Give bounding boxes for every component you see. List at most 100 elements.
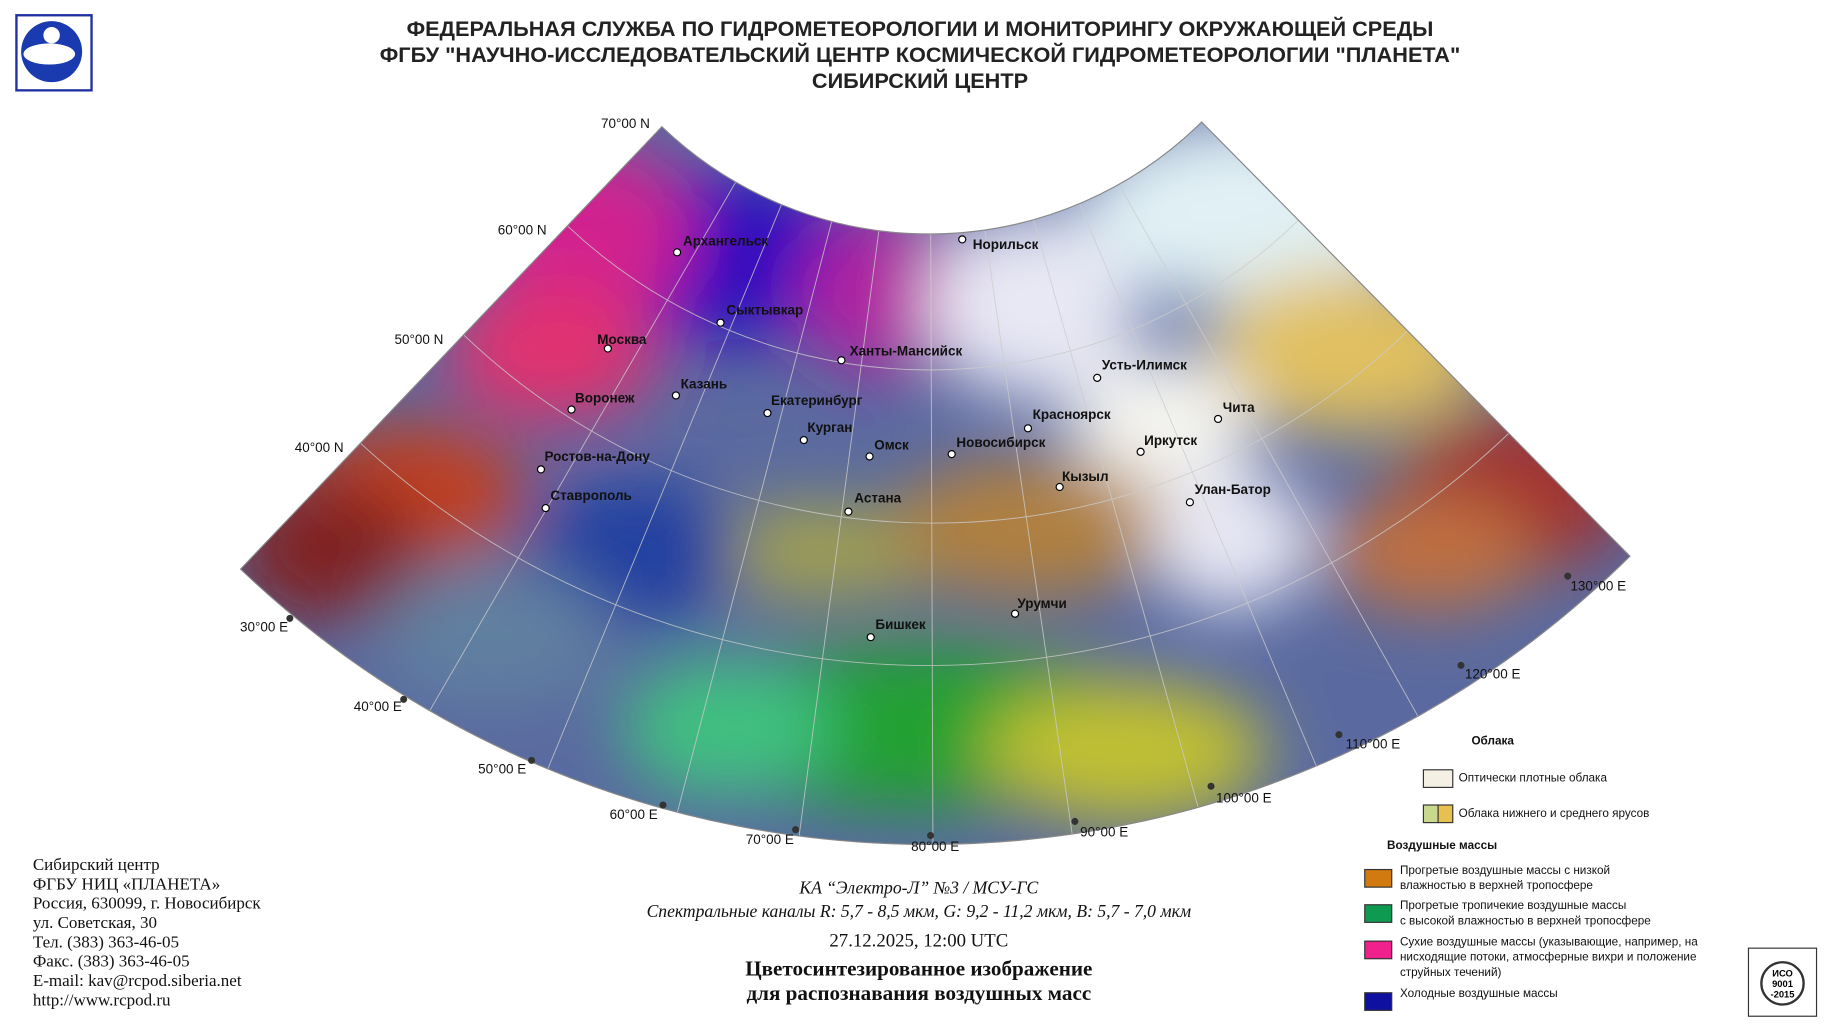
legend-swatch: [1422, 804, 1439, 824]
legend-title: Облака: [1471, 735, 1514, 748]
lat-label: 50°00 N: [394, 332, 443, 347]
lon-marker: [1071, 817, 1079, 825]
legend-label: Прогретые тропичекие воздушные массы: [1400, 899, 1626, 912]
iso-text: 9001: [1772, 979, 1793, 989]
contact-line: Сибирский центр: [33, 855, 160, 874]
caption-title: Цветосинтезированное изображение: [745, 956, 1092, 980]
city-label: Ханты-Мансийск: [850, 344, 963, 359]
legend-swatch: [1364, 940, 1393, 960]
city-marker: [541, 504, 550, 513]
iso-text: -2015: [1771, 990, 1795, 1000]
city-label: Иркутск: [1144, 433, 1197, 448]
city-marker: [1055, 482, 1064, 492]
city-label: Красноярск: [1033, 407, 1111, 422]
city-label: Улан-Батор: [1195, 482, 1271, 497]
contact-line: Тел. (383) 363-46-05: [33, 932, 179, 951]
city-marker: [799, 435, 808, 445]
city-marker: [1093, 373, 1102, 382]
legend-swatch: [1364, 992, 1393, 1011]
lon-marker: [528, 756, 536, 764]
lon-marker: [1207, 782, 1215, 790]
city-label: Урумчи: [1017, 596, 1066, 611]
contact-line: E-mail: kav@rcpod.siberia.net: [33, 971, 242, 990]
city-label: Усть-Илимск: [1102, 358, 1187, 373]
lon-marker: [1564, 572, 1572, 580]
city-label: Сыктывкар: [726, 303, 803, 318]
city-label: Чита: [1223, 400, 1255, 415]
city-label: Ростов-на-Дону: [544, 449, 650, 464]
city-marker: [947, 450, 956, 459]
city-marker: [1010, 609, 1020, 618]
city-marker: [958, 235, 967, 244]
city-marker: [1185, 498, 1195, 507]
iso-text: ИСО: [1772, 968, 1793, 978]
header-line: СИБИРСКИЙ ЦЕНТР: [812, 68, 1028, 93]
city-marker: [716, 318, 725, 327]
iso-ring: [1760, 961, 1805, 1006]
legend-label: Прогретые воздушные массы с низкой: [1400, 864, 1610, 877]
legend-label: Облака нижнего и среднего ярусов: [1459, 807, 1650, 820]
city-label: Курган: [807, 420, 852, 435]
legend-label: с высокой влажностью в верхней тропосфер…: [1400, 914, 1651, 927]
lon-marker: [927, 831, 935, 840]
legend-swatch: [1364, 904, 1393, 923]
legend-label: нисходящие потоки, атмосферные вихри и п…: [1400, 951, 1697, 964]
city-label: Казань: [681, 376, 728, 391]
city-marker: [763, 408, 772, 418]
city-marker: [1136, 447, 1145, 456]
legend-swatch: [1437, 804, 1454, 824]
header-line: ФЕДЕРАЛЬНАЯ СЛУЖБА ПО ГИДРОМЕТЕОРОЛОГИИ …: [407, 16, 1434, 41]
lon-label: 50°00 E: [478, 761, 526, 776]
city-label: Москва: [597, 332, 647, 347]
legend-label: Сухие воздушные массы (указывающие, напр…: [1400, 935, 1698, 948]
caption-satellite: КА “Электро-Л” №3 / МСУ-ГС: [798, 878, 1038, 898]
contact-line: ФГБУ НИЦ «ПЛАНЕТА»: [33, 874, 220, 893]
city-label: Воронеж: [575, 391, 635, 406]
lon-label: 120°00 E: [1465, 666, 1521, 681]
lon-label: 130°00 E: [1570, 578, 1626, 593]
city-marker: [536, 465, 546, 474]
city-marker: [671, 391, 681, 400]
city-label: Омск: [874, 437, 909, 452]
city-marker: [866, 633, 875, 642]
legend-label: струйных течений): [1400, 966, 1502, 979]
map-frame: [239, 121, 1631, 846]
lon-marker: [1457, 661, 1465, 669]
legend-swatch: [1364, 868, 1393, 888]
caption-channels: Спектральные каналы R: 5,7 - 8,5 мкм, G:…: [647, 901, 1191, 921]
lon-label: 100°00 E: [1216, 791, 1272, 806]
lon-marker: [659, 801, 667, 809]
lon-label: 60°00 E: [610, 807, 658, 822]
legend-label: влажностью в верхней тропосфере: [1400, 879, 1593, 892]
city-marker: [672, 248, 682, 257]
legend-label: Оптически плотные облака: [1459, 772, 1608, 785]
contact-line: ул. Советская, 30: [33, 913, 157, 932]
city-label: Норильск: [973, 237, 1039, 252]
lon-label: 90°00 E: [1080, 825, 1128, 840]
lon-label: 110°00 E: [1346, 737, 1401, 752]
city-label: Новосибирск: [956, 435, 1045, 450]
lon-marker: [286, 614, 294, 622]
city-marker: [1023, 424, 1033, 433]
city-label: Бишкек: [875, 617, 925, 632]
lon-label: 80°00 E: [911, 839, 959, 854]
city-marker: [844, 507, 853, 516]
legend-label: Холодные воздушные массы: [1400, 987, 1558, 1000]
city-label: Екатеринбург: [771, 393, 863, 408]
city-label: Архангельск: [683, 233, 768, 248]
legend-title: Воздушные массы: [1387, 839, 1497, 852]
city-marker: [567, 405, 576, 414]
lon-label: 30°00 E: [240, 619, 288, 634]
satellite-image: [240, 122, 1630, 845]
city-marker: [1213, 414, 1223, 424]
caption-datetime: 27.12.2025, 12:00 UTC: [829, 931, 1008, 952]
header-line: ФГБУ "НАУЧНО-ИССЛЕДОВАТЕЛЬСКИЙ ЦЕНТР КОС…: [380, 42, 1460, 67]
legend-swatch: [1422, 769, 1454, 788]
lon-marker: [792, 826, 800, 834]
lon-label: 40°00 E: [354, 699, 402, 714]
lon-marker: [1335, 731, 1343, 739]
lon-marker: [400, 695, 408, 703]
city-marker: [837, 356, 846, 365]
lat-label: 70°00 N: [601, 116, 650, 131]
